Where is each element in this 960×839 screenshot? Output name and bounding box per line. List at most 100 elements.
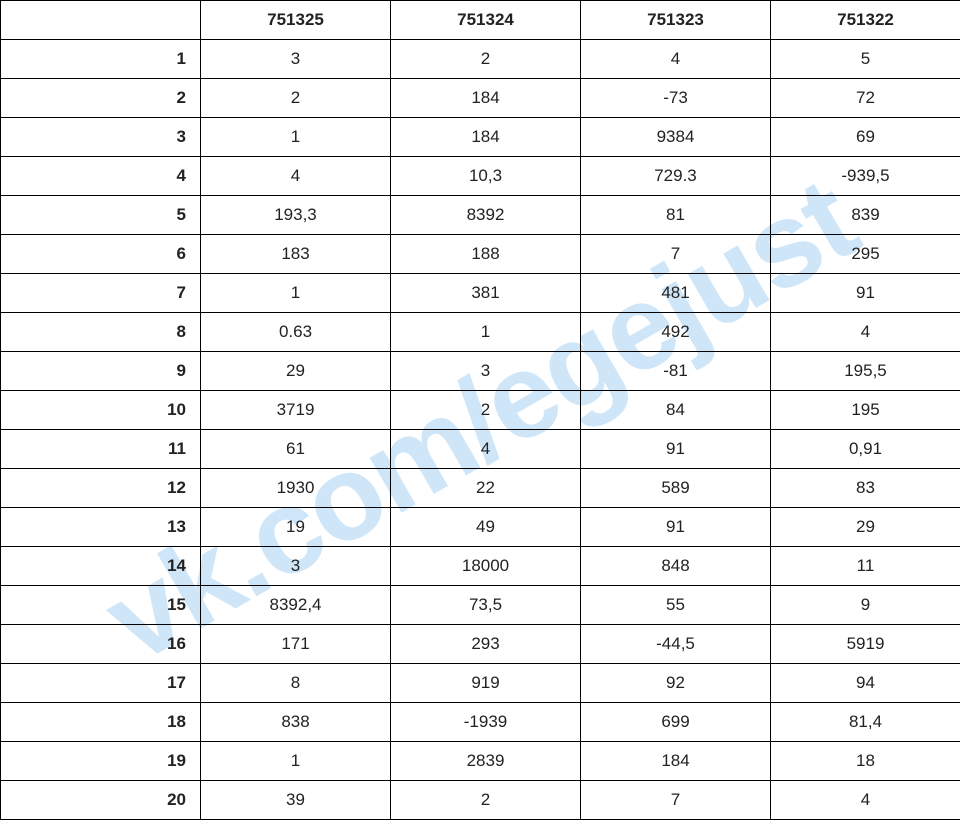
cell: 1	[201, 274, 391, 313]
col-header: 751322	[771, 1, 960, 40]
table-row: 191283918418	[1, 742, 960, 781]
cell: 2	[201, 79, 391, 118]
cell: 7	[581, 235, 771, 274]
cell: 295	[771, 235, 960, 274]
table-body: 1324522184-7372311849384694410,3729.3-93…	[1, 40, 960, 820]
cell: 3719	[201, 391, 391, 430]
cell: 4	[581, 40, 771, 79]
cell: 10,3	[391, 157, 581, 196]
cell: 4	[391, 430, 581, 469]
cell: 91	[581, 430, 771, 469]
cell: -44,5	[581, 625, 771, 664]
cell: 29	[771, 508, 960, 547]
table-row: 1431800084811	[1, 547, 960, 586]
data-table: 751325 751324 751323 751322 1324522184-7…	[0, 0, 960, 820]
cell: 91	[581, 508, 771, 547]
row-label: 14	[1, 547, 201, 586]
table-row: 80.6314924	[1, 313, 960, 352]
cell: 481	[581, 274, 771, 313]
cell: 2	[391, 391, 581, 430]
table-row: 18838-193969981,4	[1, 703, 960, 742]
col-header: 751323	[581, 1, 771, 40]
table-row: 4410,3729.3-939,5	[1, 157, 960, 196]
cell: 4	[201, 157, 391, 196]
header-row: 751325 751324 751323 751322	[1, 1, 960, 40]
cell: 81,4	[771, 703, 960, 742]
cell: 81	[581, 196, 771, 235]
cell: 22	[391, 469, 581, 508]
table-row: 1319499129	[1, 508, 960, 547]
row-label: 1	[1, 40, 201, 79]
col-header: 751324	[391, 1, 581, 40]
row-label: 11	[1, 430, 201, 469]
cell: 171	[201, 625, 391, 664]
cell: 1	[391, 313, 581, 352]
row-label: 16	[1, 625, 201, 664]
col-header: 751325	[201, 1, 391, 40]
table-row: 7138148191	[1, 274, 960, 313]
cell: 18000	[391, 547, 581, 586]
row-label: 17	[1, 664, 201, 703]
cell: 848	[581, 547, 771, 586]
row-label: 19	[1, 742, 201, 781]
cell: 91	[771, 274, 960, 313]
cell: 184	[391, 79, 581, 118]
cell: 8392,4	[201, 586, 391, 625]
cell: -81	[581, 352, 771, 391]
cell: 184	[581, 742, 771, 781]
cell: 0,91	[771, 430, 960, 469]
row-label: 3	[1, 118, 201, 157]
header-empty	[1, 1, 201, 40]
table-row: 9293-81195,5	[1, 352, 960, 391]
cell: 92	[581, 664, 771, 703]
cell: 2839	[391, 742, 581, 781]
row-label: 15	[1, 586, 201, 625]
row-label: 10	[1, 391, 201, 430]
cell: 838	[201, 703, 391, 742]
table-row: 1219302258983	[1, 469, 960, 508]
cell: 83	[771, 469, 960, 508]
cell: -1939	[391, 703, 581, 742]
cell: 29	[201, 352, 391, 391]
cell: 195	[771, 391, 960, 430]
table-row: 103719284195	[1, 391, 960, 430]
cell: 39	[201, 781, 391, 820]
row-label: 13	[1, 508, 201, 547]
cell: -73	[581, 79, 771, 118]
cell: 19	[201, 508, 391, 547]
cell: 18	[771, 742, 960, 781]
cell: 1	[201, 118, 391, 157]
row-label: 5	[1, 196, 201, 235]
cell: 195,5	[771, 352, 960, 391]
row-label: 18	[1, 703, 201, 742]
cell: 699	[581, 703, 771, 742]
row-label: 12	[1, 469, 201, 508]
cell: 0.63	[201, 313, 391, 352]
cell: 9384	[581, 118, 771, 157]
cell: 381	[391, 274, 581, 313]
cell: 72	[771, 79, 960, 118]
cell: 61	[201, 430, 391, 469]
cell: 73,5	[391, 586, 581, 625]
cell: 4	[771, 781, 960, 820]
cell: 55	[581, 586, 771, 625]
row-label: 6	[1, 235, 201, 274]
cell: -939,5	[771, 157, 960, 196]
table-row: 11614910,91	[1, 430, 960, 469]
cell: 193,3	[201, 196, 391, 235]
cell: 492	[581, 313, 771, 352]
cell: 8	[201, 664, 391, 703]
cell: 5	[771, 40, 960, 79]
table-row: 16171293-44,55919	[1, 625, 960, 664]
row-label: 20	[1, 781, 201, 820]
cell: 4	[771, 313, 960, 352]
cell: 729.3	[581, 157, 771, 196]
table-row: 13245	[1, 40, 960, 79]
cell: 8392	[391, 196, 581, 235]
cell: 3	[391, 352, 581, 391]
cell: 9	[771, 586, 960, 625]
cell: 94	[771, 664, 960, 703]
cell: 11	[771, 547, 960, 586]
row-label: 8	[1, 313, 201, 352]
table-row: 31184938469	[1, 118, 960, 157]
